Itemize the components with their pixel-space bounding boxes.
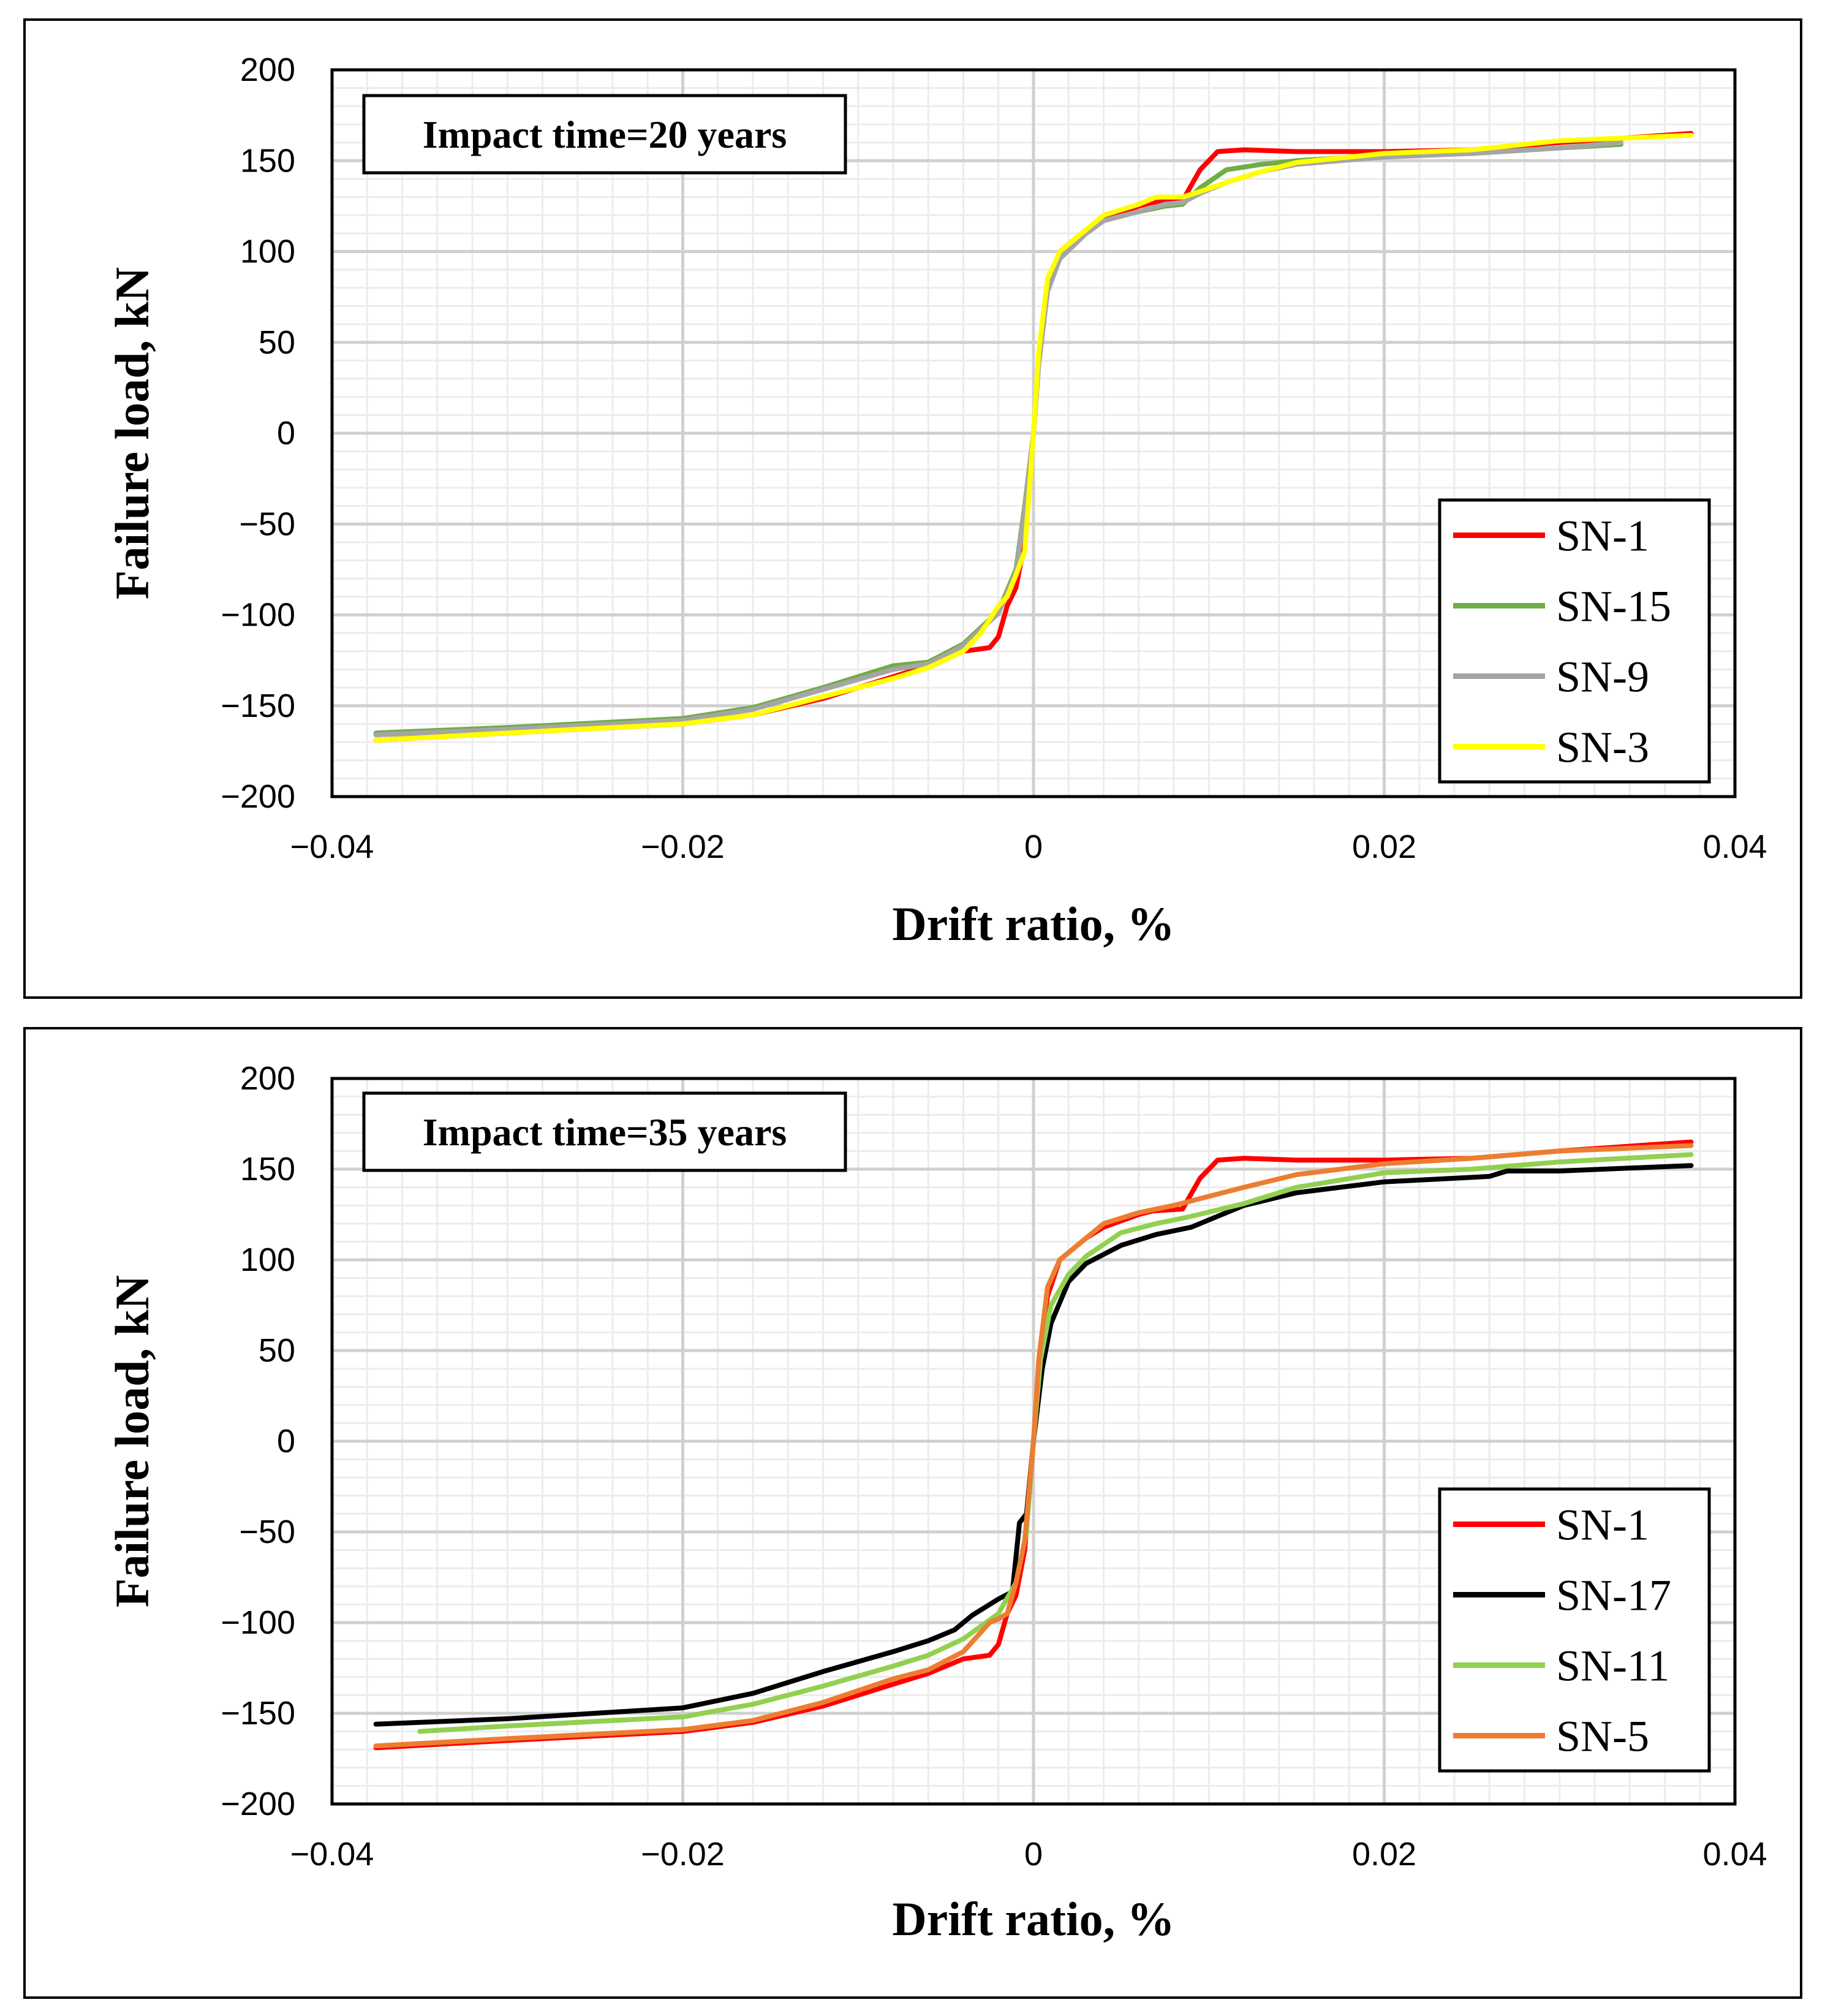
y-tick-label: 50 <box>259 324 295 361</box>
x-tick-label: 0.04 <box>1702 828 1767 865</box>
y-tick-label: −150 <box>221 1695 295 1732</box>
y-tick-label: −200 <box>221 1786 295 1822</box>
y-tick-label: 100 <box>240 233 295 270</box>
chart-svg-top: 200 150 100 50 0 −50 −100 −150 −200 −0.04 −0.02 0 0.… <box>105 51 1767 950</box>
annotation-box: Impact time=35 years <box>362 1091 847 1172</box>
plot-area-frame <box>330 68 1737 798</box>
legend: SN-1 SN-15 SN-9 SN-3 <box>1438 498 1711 784</box>
x-tick-label: 0.02 <box>1352 1836 1416 1873</box>
y-axis-title: Failure load, kN <box>105 1275 159 1607</box>
series-line-sn-3 <box>373 132 1694 743</box>
y-tick-label: 0 <box>277 415 295 452</box>
x-tick-label: 0 <box>1024 828 1043 865</box>
y-tick-label: 0 <box>277 1423 295 1460</box>
series-group <box>373 1139 1694 1751</box>
y-tick-label: 100 <box>240 1241 295 1278</box>
y-tick-label: −200 <box>221 778 295 815</box>
series-group <box>373 131 1694 743</box>
legend: SN-1 SN-17 SN-11 SN-5 <box>1438 1487 1711 1773</box>
legend-label: SN-1 <box>1556 1501 1649 1550</box>
y-tick-label: −100 <box>221 597 295 634</box>
legend-label: SN-11 <box>1556 1642 1669 1691</box>
y-tick-label: 150 <box>240 1151 295 1188</box>
x-tick-label: −0.02 <box>641 828 725 865</box>
y-tick-label: −100 <box>221 1604 295 1641</box>
legend-label: SN-1 <box>1556 512 1649 561</box>
annotation-frame <box>362 1091 847 1172</box>
annotation-frame <box>362 94 847 175</box>
x-tick-label: 0 <box>1024 1836 1043 1873</box>
y-tick-label: 150 <box>240 142 295 179</box>
annotation-box: Impact time=20 years <box>362 94 847 175</box>
x-tick-label: −0.04 <box>290 828 374 865</box>
x-tick-label: 0.02 <box>1352 828 1416 865</box>
chart-svg-bottom: 200 150 100 50 0 −50 −100 −150 −200 −0.04 −0.02 0 0.… <box>105 1060 1767 1946</box>
x-axis-title: Drift ratio, % <box>892 1892 1174 1946</box>
chart-panel-top: 200 150 100 50 0 −50 −100 −150 −200 −0.04 −0.02 0 0.… <box>23 18 1802 999</box>
chart-panel-bottom: 200 150 100 50 0 −50 −100 −150 −200 −0.04 −0.02 0 0.… <box>23 1027 1802 1999</box>
legend-frame <box>1438 1487 1711 1773</box>
y-axis-title: Failure load, kN <box>105 267 159 599</box>
y-tick-label: 200 <box>240 51 295 88</box>
legend-label: SN-3 <box>1556 723 1649 772</box>
legend-frame <box>1438 498 1711 784</box>
plot-area-frame <box>330 1077 1737 1806</box>
y-tick-label: −50 <box>239 1514 295 1550</box>
x-axis-title: Drift ratio, % <box>892 897 1174 950</box>
y-tick-label: 50 <box>259 1332 295 1369</box>
legend-label: SN-17 <box>1556 1571 1671 1620</box>
legend-label: SN-15 <box>1556 582 1671 631</box>
legend-label: SN-9 <box>1556 653 1649 702</box>
x-tick-label: −0.04 <box>290 1836 374 1873</box>
x-tick-label: 0.04 <box>1702 1836 1767 1873</box>
annotation-label: Impact time=20 years <box>423 113 787 156</box>
series-line-sn-5 <box>373 1143 1694 1749</box>
x-tick-label: −0.02 <box>641 1836 725 1873</box>
y-tick-label: −150 <box>221 688 295 724</box>
annotation-label: Impact time=35 years <box>423 1110 787 1154</box>
y-tick-label: 200 <box>240 1060 295 1097</box>
y-tick-label: −50 <box>239 506 295 542</box>
legend-label: SN-5 <box>1556 1712 1649 1761</box>
